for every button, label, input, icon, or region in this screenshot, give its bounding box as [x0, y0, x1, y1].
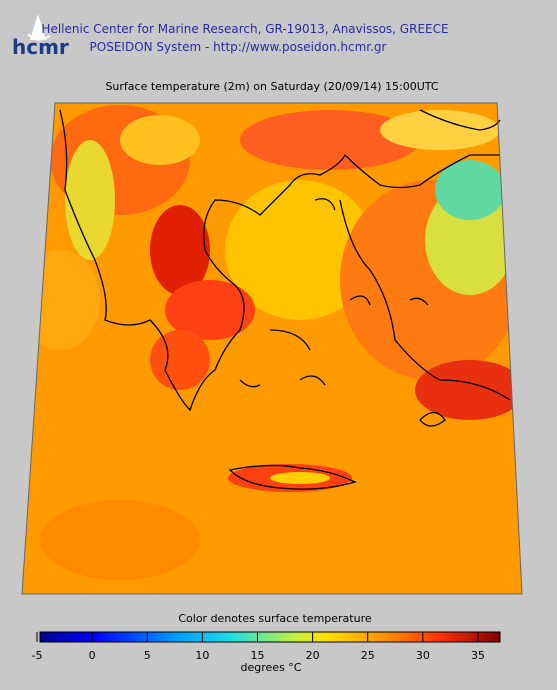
colorbar-unit: degrees °C	[241, 661, 302, 674]
logo: hcmr	[12, 14, 69, 59]
colorbar-tick-label: 30	[416, 649, 430, 662]
colorbar-title: Color denotes surface temperature	[178, 612, 372, 625]
colorbar-tick-label: 10	[195, 649, 209, 662]
temperature-field	[22, 103, 522, 594]
coastline	[59, 109, 511, 490]
colorbar-tick-label: 25	[361, 649, 375, 662]
header-line: Hellenic Center for Marine Research, GR-…	[41, 22, 448, 36]
map-frame	[21, 102, 523, 595]
colorbar-tick-label: 5	[144, 649, 151, 662]
logo-text: hcmr	[12, 35, 69, 59]
colorbar-ticks: -5 0 5 10 15 20 25 30 35	[32, 632, 485, 662]
header-line: POSEIDON System - http://www.poseidon.hc…	[90, 40, 387, 54]
map-title: Surface temperature (2m) on Saturday (20…	[105, 80, 438, 93]
colorbar-tick-label: 15	[250, 649, 264, 662]
colorbar-tick-label: 35	[471, 649, 485, 662]
colorbar-tick-label: -5	[32, 649, 43, 662]
colorbar-tick-label: 20	[306, 649, 320, 662]
colorbar-tick-label: 0	[89, 649, 96, 662]
colorbar	[39, 631, 501, 643]
